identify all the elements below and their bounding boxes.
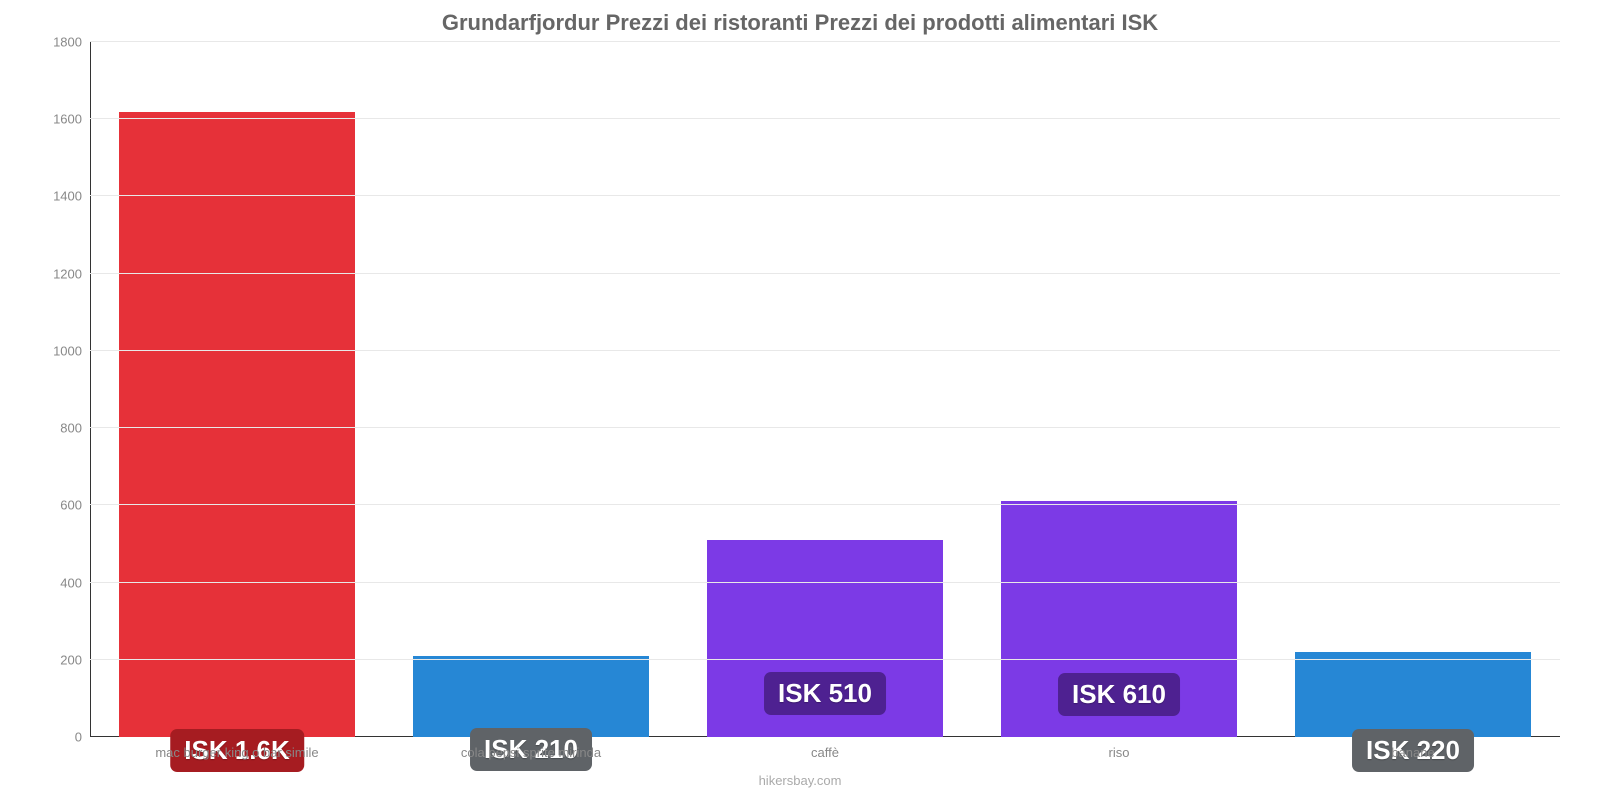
bar-slot: ISK 210cola pepsi sprite mirinda [384, 42, 678, 737]
x-tick-label: banane [1391, 745, 1434, 760]
gridline [90, 427, 1560, 428]
x-tick-label: mac burger king o bar simile [155, 745, 318, 760]
bar [119, 112, 354, 738]
chart-title: Grundarfjordur Prezzi dei ristoranti Pre… [30, 10, 1570, 36]
y-tick-label: 200 [30, 652, 82, 667]
y-tick-label: 0 [30, 730, 82, 745]
y-tick-label: 400 [30, 575, 82, 590]
gridline [90, 41, 1560, 42]
bar-value-label: ISK 510 [764, 672, 886, 715]
y-tick-label: 1200 [30, 266, 82, 281]
bar-slot: ISK 1.6Kmac burger king o bar simile [90, 42, 384, 737]
y-tick-label: 800 [30, 421, 82, 436]
y-tick-label: 600 [30, 498, 82, 513]
y-tick-label: 1400 [30, 189, 82, 204]
y-tick-label: 1000 [30, 343, 82, 358]
bar [413, 656, 648, 737]
gridline [90, 273, 1560, 274]
x-tick-label: caffè [811, 745, 839, 760]
bar-slot: ISK 510caffè [678, 42, 972, 737]
plot-area: ISK 1.6Kmac burger king o bar simileISK … [90, 42, 1560, 737]
gridline [90, 350, 1560, 351]
x-tick-label: cola pepsi sprite mirinda [461, 745, 601, 760]
y-tick-label: 1800 [30, 35, 82, 50]
gridline [90, 582, 1560, 583]
gridline [90, 118, 1560, 119]
bars-container: ISK 1.6Kmac burger king o bar simileISK … [90, 42, 1560, 737]
y-tick-label: 1600 [30, 112, 82, 127]
gridline [90, 504, 1560, 505]
chart-credit: hikersbay.com [0, 773, 1600, 788]
bar-value-label: ISK 610 [1058, 673, 1180, 716]
price-chart: Grundarfjordur Prezzi dei ristoranti Pre… [0, 0, 1600, 800]
gridline [90, 659, 1560, 660]
gridline [90, 195, 1560, 196]
x-tick-label: riso [1109, 745, 1130, 760]
bar-slot: ISK 220banane [1266, 42, 1560, 737]
bar [1295, 652, 1530, 737]
bar-slot: ISK 610riso [972, 42, 1266, 737]
